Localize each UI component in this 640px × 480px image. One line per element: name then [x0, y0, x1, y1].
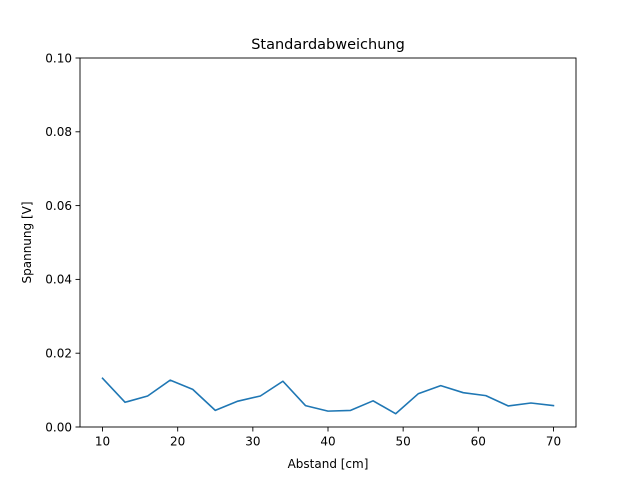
x-tick-label: 30 — [245, 435, 260, 449]
y-tick-label: 0.06 — [45, 199, 72, 213]
chart-title: Standardabweichung — [251, 37, 405, 53]
y-axis-label: Spannung [V] — [20, 201, 34, 283]
x-tick-label: 70 — [546, 435, 561, 449]
x-axis-label: Abstand [cm] — [288, 457, 369, 471]
series-line-0 — [101, 377, 555, 415]
x-tick-label: 60 — [471, 435, 486, 449]
y-tick-label: 0.10 — [45, 51, 72, 65]
y-tick-label: 0.08 — [45, 125, 72, 139]
x-tick-label: 10 — [95, 435, 110, 449]
x-tick-label: 20 — [170, 435, 185, 449]
x-tick-label: 40 — [320, 435, 335, 449]
x-tick-label: 50 — [396, 435, 411, 449]
y-tick-label: 0.04 — [45, 273, 72, 287]
plot-area: 10 20 30 40 50 60 70 0.00 0.02 0.04 0.06 0.08 0.10 — [45, 51, 577, 449]
y-tick-label: 0.02 — [45, 347, 72, 361]
y-tick-label: 0.00 — [45, 420, 72, 434]
